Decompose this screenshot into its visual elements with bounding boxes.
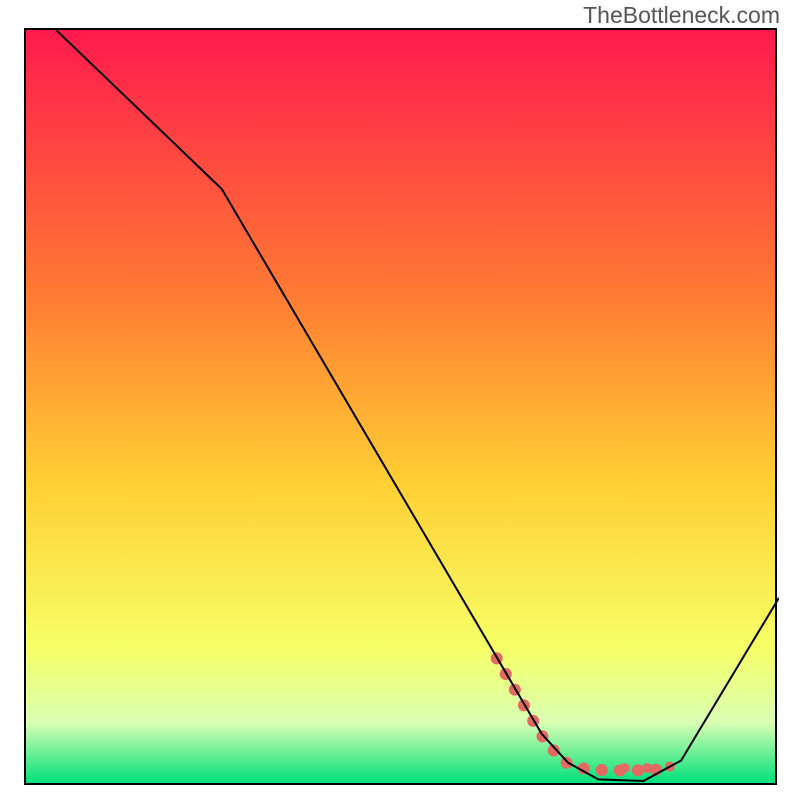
plot-area: [24, 28, 777, 785]
plot-svg: [26, 30, 779, 787]
highlight-segment: [497, 658, 663, 770]
highlight-dot: [642, 763, 652, 773]
highlight-dot: [620, 763, 630, 773]
watermark-text: TheBottleneck.com: [583, 2, 780, 29]
main-curve: [56, 30, 779, 781]
chart-frame: TheBottleneck.com: [0, 0, 800, 800]
